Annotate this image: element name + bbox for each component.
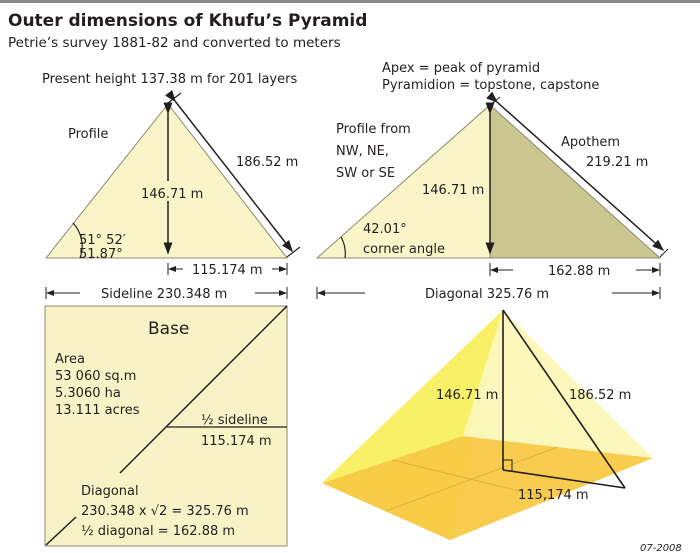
diagram-canvas: Outer dimensions of Khufu’s Pyramid Petr…	[8, 11, 682, 553]
profile-half-side: 115.174 m	[192, 263, 263, 278]
half-side-line	[502, 469, 626, 489]
area-acres: 13.111 acres	[55, 403, 140, 418]
angle-dms: 51° 52′	[79, 233, 126, 248]
area-sqm: 53 060 sq.m	[55, 369, 136, 384]
pyramidion-note: Pyramidion = topstone, capstone	[382, 78, 599, 93]
area-label: Area	[55, 352, 85, 367]
diagonal-profile-dark-half	[489, 103, 662, 259]
pyramid-floor	[322, 436, 653, 540]
front-right-face	[450, 310, 653, 540]
slant-line	[502, 309, 626, 489]
area-ha: 5.3060 ha	[55, 386, 121, 401]
front-left-face	[322, 310, 503, 540]
angle-decimal: 51.87°	[79, 247, 123, 262]
base-diagonal-label: Diagonal	[81, 484, 139, 499]
profile-height: 146.71 m	[141, 187, 203, 202]
half-diagonal: 162.88 m	[548, 264, 610, 279]
perspective-half-side: 115,174 m	[518, 488, 589, 503]
corner-angle-arc	[340, 236, 346, 259]
corner-angle-value: 42.01°	[363, 222, 407, 237]
left-face	[322, 310, 503, 483]
diag-profile-label-2: NW, NE,	[336, 144, 389, 159]
perspective-slant: 186.52 m	[569, 388, 631, 403]
diag-height: 146.71 m	[422, 183, 484, 198]
half-sideline-value: 115.174 m	[201, 434, 272, 449]
base-diagonal-upper	[119, 305, 288, 474]
date-stamp: 07-2008	[640, 543, 682, 553]
back-face	[463, 310, 653, 458]
profile-diagram: Present height 137.38 m for 201 layers P…	[42, 72, 301, 302]
page-subtitle: Petrie’s survey 1881-82 and converted to…	[8, 35, 341, 51]
angle-arc	[72, 222, 83, 259]
apex-note: Apex = peak of pyramid	[382, 61, 540, 76]
right-angle-mark	[503, 459, 513, 472]
diag-profile-label-3: SW or SE	[336, 166, 395, 181]
apothem-value: 219.21 m	[586, 155, 648, 170]
half-sideline-label: ½ sideline	[201, 413, 268, 428]
page-title: Outer dimensions of Khufu’s Pyramid	[8, 11, 367, 31]
perspective-height: 146.71 m	[436, 388, 498, 403]
profile-slant: 186.52 m	[236, 155, 298, 170]
base-diagonal-formula: 230.348 x √2 = 325.76 m	[81, 504, 249, 519]
base-diagram: Base Area 53 060 sq.m 5.3060 ha 13.111 a…	[44, 305, 288, 547]
diag-profile-label-1: Profile from	[336, 122, 411, 137]
base-half-diagonal: ½ diagonal = 162.88 m	[81, 524, 235, 539]
corner-angle-label: corner angle	[363, 242, 445, 257]
diagonal-profile-diagram: Apex = peak of pyramid Pyramidion = tops…	[315, 61, 669, 302]
base-diagonal-lower	[45, 516, 77, 546]
profile-label: Profile	[68, 127, 108, 142]
base-title: Base	[148, 319, 189, 339]
diagonal-label: Diagonal 325.76 m	[425, 287, 549, 302]
apothem-line	[486, 91, 665, 251]
apothem-label: Apothem	[561, 135, 620, 150]
perspective-pyramid: 146.71 m 186.52 m 115,174 m	[322, 309, 653, 540]
sideline-label: Sideline 230.348 m	[101, 287, 227, 302]
present-height-label: Present height 137.38 m for 201 layers	[42, 72, 297, 87]
slant-dimension-line	[164, 89, 293, 253]
